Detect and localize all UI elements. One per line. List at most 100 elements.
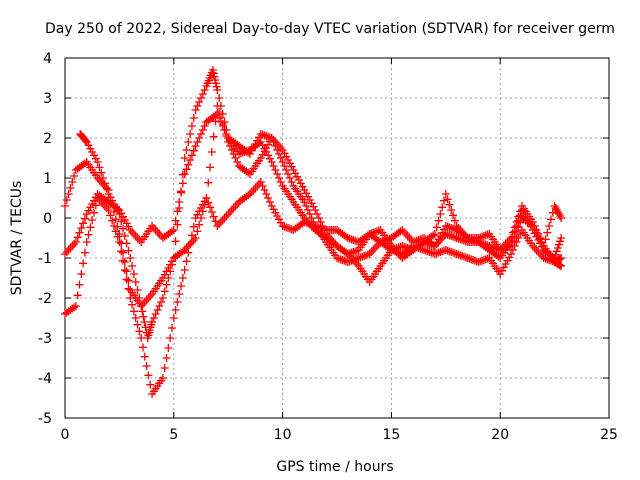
data-point <box>220 214 229 222</box>
data-point <box>274 174 283 182</box>
data-point <box>186 130 195 138</box>
data-point <box>420 246 429 254</box>
data-point <box>510 242 519 250</box>
data-point <box>97 198 106 206</box>
data-point <box>445 247 454 256</box>
data-point <box>90 208 99 217</box>
data-point <box>358 252 367 261</box>
data-point <box>300 198 309 206</box>
data-point <box>407 236 416 244</box>
data-point <box>474 258 483 266</box>
data-point <box>95 196 104 204</box>
data-point <box>445 223 454 232</box>
y-axis-label: SDTVAR / TECUs <box>9 181 25 296</box>
data-point <box>218 120 227 128</box>
data-point <box>128 300 137 309</box>
x-tick-label: 0 <box>61 427 70 443</box>
data-point <box>128 228 137 236</box>
y-tick-label: 1 <box>43 171 52 187</box>
x-tick-label: 5 <box>169 427 178 443</box>
data-point <box>267 158 276 166</box>
plot-frame <box>64 57 610 419</box>
data-point <box>338 256 347 264</box>
data-point <box>552 247 561 256</box>
data-point <box>458 228 467 236</box>
data-point <box>436 248 445 256</box>
data-point <box>115 230 124 238</box>
x-tick-label: 15 <box>382 427 400 443</box>
data-point <box>276 178 285 186</box>
data-point <box>447 206 456 214</box>
data-point <box>467 255 476 264</box>
data-point <box>197 214 205 222</box>
data-point <box>71 302 80 310</box>
data-point <box>211 117 220 126</box>
data-point <box>81 136 90 145</box>
data-point <box>282 166 291 174</box>
data-point <box>269 136 278 144</box>
data-point <box>86 203 95 212</box>
data-point <box>556 237 565 246</box>
data-point <box>365 250 374 258</box>
y-tick-label: -1 <box>38 251 52 267</box>
data-point <box>264 132 273 141</box>
data-point <box>189 114 198 122</box>
data-point <box>79 259 88 268</box>
data-point <box>160 364 169 372</box>
data-point <box>405 234 414 242</box>
x-tick-label: 25 <box>600 427 618 443</box>
data-point <box>494 252 503 261</box>
data-point <box>189 222 198 231</box>
data-point <box>439 196 448 205</box>
data-point <box>206 163 215 172</box>
data-point <box>122 219 131 228</box>
data-point <box>99 174 108 182</box>
data-point <box>463 234 472 242</box>
data-point <box>111 203 120 212</box>
data-point <box>329 238 338 246</box>
data-point <box>162 354 171 362</box>
data-point <box>206 203 215 212</box>
data-point <box>543 228 552 237</box>
data-point <box>113 222 122 231</box>
data-point <box>536 250 545 258</box>
data-point <box>371 228 380 236</box>
data-point <box>472 237 481 246</box>
data-point <box>167 227 176 236</box>
data-point <box>302 189 311 198</box>
data-point <box>305 220 314 228</box>
data-point <box>122 275 131 284</box>
y-tick-label: -2 <box>38 291 52 307</box>
data-point <box>100 202 109 210</box>
data-point <box>182 244 191 252</box>
data-point <box>556 212 565 220</box>
data-point <box>303 219 312 228</box>
data-point <box>97 168 106 177</box>
data-point <box>352 254 361 263</box>
data-point <box>465 234 474 243</box>
data-point <box>302 218 311 227</box>
data-point <box>309 221 318 230</box>
data-point <box>184 160 193 169</box>
data-point <box>80 214 89 223</box>
data-point <box>211 79 220 88</box>
data-point <box>343 234 352 242</box>
data-point <box>258 150 267 159</box>
data-point <box>470 236 479 245</box>
data-point <box>169 254 178 262</box>
data-point <box>140 298 149 306</box>
data-point <box>545 222 554 230</box>
data-point <box>91 154 100 163</box>
data-point <box>534 248 543 256</box>
data-point <box>140 352 149 361</box>
data-point <box>61 202 69 210</box>
data-point <box>70 240 79 248</box>
data-point <box>441 246 450 254</box>
data-point <box>231 202 240 210</box>
data-point <box>434 216 443 225</box>
data-point <box>193 102 202 110</box>
data-point <box>333 254 341 262</box>
data-point <box>496 270 505 278</box>
data-point <box>220 118 229 126</box>
